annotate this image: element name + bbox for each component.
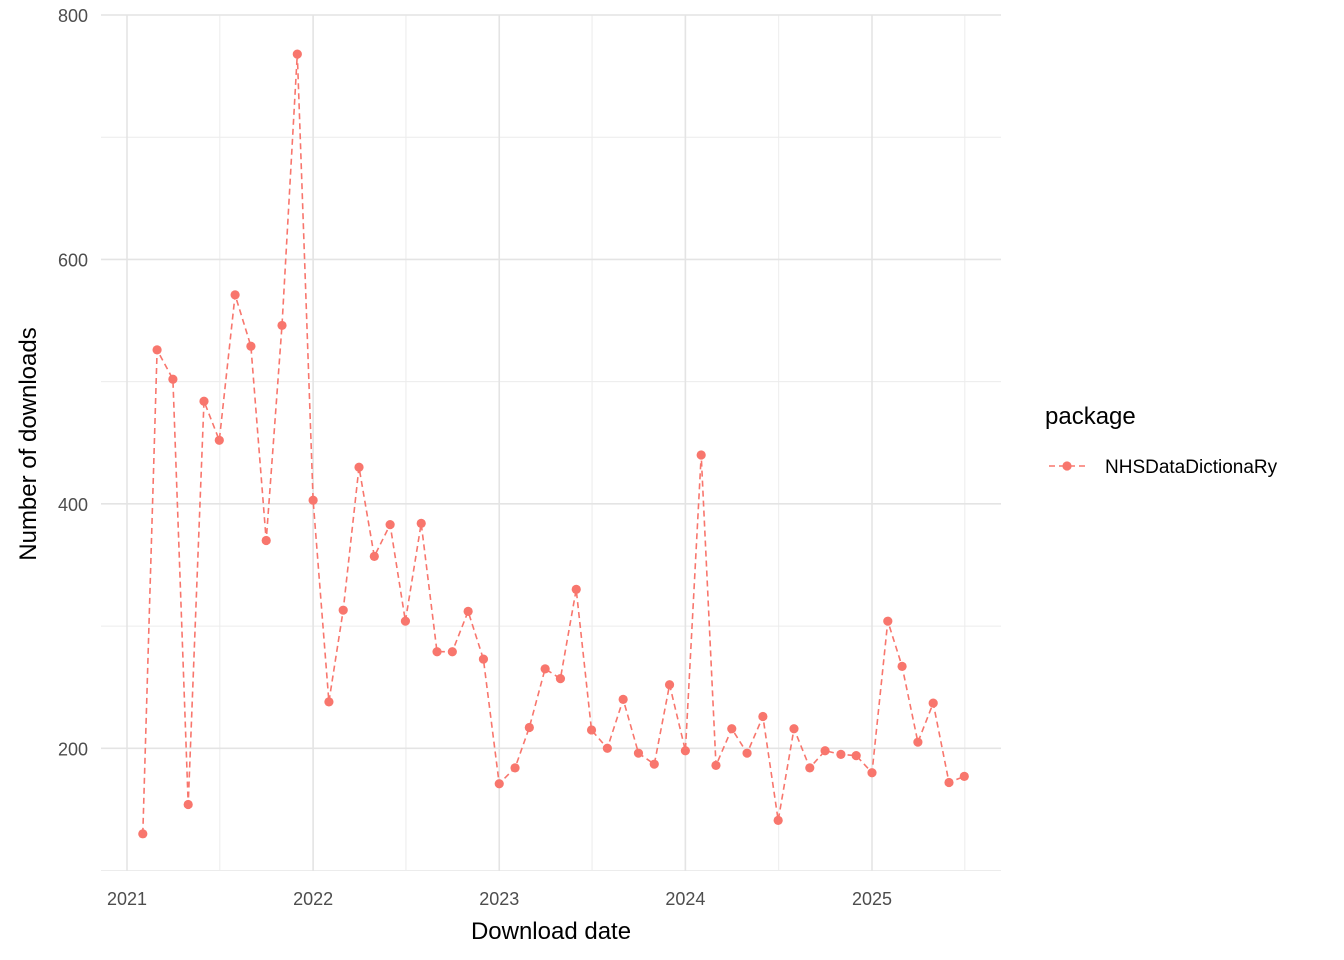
data-point (152, 345, 162, 355)
minor-gridlines (101, 15, 1001, 871)
data-point (680, 746, 690, 756)
legend: package NHSDataDictionaRy (1045, 403, 1278, 478)
data-point (369, 551, 379, 562)
data-point (199, 396, 209, 406)
data-point (649, 759, 659, 769)
data-point (959, 771, 969, 781)
data-point (338, 605, 348, 615)
data-point (494, 779, 504, 789)
data-point (664, 680, 675, 690)
y-tick-label: 800 (58, 6, 88, 26)
y-tick-label: 200 (58, 739, 88, 759)
y-axis-title: Number of downloads (15, 327, 42, 560)
series-points-group (138, 49, 969, 839)
data-point (400, 616, 411, 626)
data-point (555, 674, 566, 684)
data-point (354, 462, 364, 472)
data-point (261, 535, 271, 546)
data-point (432, 647, 442, 657)
data-point (773, 815, 783, 825)
data-point (851, 751, 861, 761)
data-point (183, 799, 193, 810)
data-point (168, 374, 178, 384)
data-point (928, 698, 938, 708)
y-axis-ticks: 200 400 600 800 (58, 6, 88, 759)
data-point (447, 647, 457, 657)
legend-title: package (1045, 403, 1136, 430)
x-tick-label: 2024 (665, 889, 705, 909)
data-point (696, 450, 706, 460)
data-point (324, 697, 334, 707)
data-point (742, 748, 752, 758)
data-point (633, 748, 644, 758)
data-point (524, 722, 534, 733)
legend-label-nhsdatadictionary: NHSDataDictionaRy (1105, 457, 1278, 478)
data-point (540, 664, 550, 674)
y-tick-label: 600 (58, 250, 88, 270)
data-point (277, 320, 287, 331)
data-point (758, 711, 768, 722)
data-point (602, 743, 612, 753)
x-axis-ticks: 2021 2022 2023 2024 2025 (107, 889, 892, 909)
data-point (246, 341, 256, 351)
data-point (478, 654, 489, 664)
data-point (230, 290, 240, 300)
x-tick-label: 2022 (293, 889, 333, 909)
data-point (416, 518, 426, 529)
y-tick-label: 400 (58, 495, 88, 515)
data-point (571, 584, 581, 595)
x-tick-label: 2023 (479, 889, 519, 909)
data-point (308, 495, 318, 505)
data-point (867, 768, 877, 778)
data-point (789, 724, 799, 734)
data-point (944, 777, 954, 788)
data-point (292, 49, 302, 59)
data-point (820, 746, 830, 756)
data-point (711, 760, 721, 770)
data-point (138, 829, 148, 839)
data-point (897, 661, 907, 672)
data-point (463, 606, 473, 617)
data-point (510, 763, 520, 773)
data-point (214, 435, 224, 445)
data-point (913, 737, 923, 747)
data-point (805, 763, 815, 773)
data-point (586, 725, 597, 735)
data-point (836, 749, 846, 759)
data-point (727, 724, 737, 734)
legend-key-point (1062, 461, 1072, 471)
x-tick-label: 2025 (852, 889, 892, 909)
data-point (385, 520, 395, 530)
x-tick-label: 2021 (107, 889, 147, 909)
data-point (883, 616, 893, 626)
data-point (618, 694, 628, 705)
major-gridlines (101, 14, 1001, 871)
series-line (142, 54, 965, 834)
x-axis-title: Download date (471, 918, 631, 945)
series-line-group (142, 54, 965, 834)
